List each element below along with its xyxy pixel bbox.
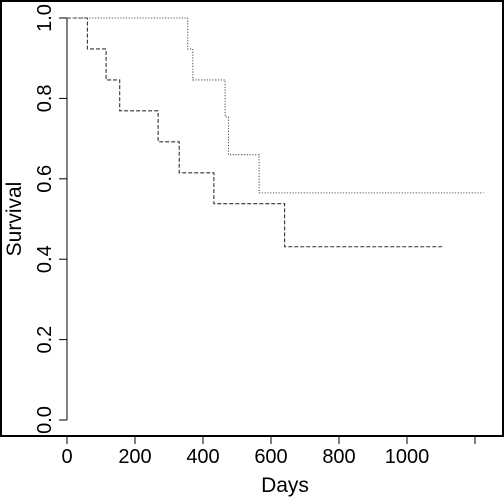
y-tick-label: 0.0 xyxy=(34,406,56,434)
x-tick-label: 600 xyxy=(254,446,287,468)
y-tick-label: 0.6 xyxy=(34,165,56,193)
plot-frame xyxy=(0,0,504,437)
x-tick-label: 0 xyxy=(61,446,72,468)
x-tick-label: 800 xyxy=(322,446,355,468)
y-tick-label: 0.2 xyxy=(34,326,56,354)
x-axis: 0 200 400 600 800 1000 xyxy=(61,435,476,468)
survival-curve-1 xyxy=(67,17,445,248)
y-axis: 0.0 0.2 0.4 0.6 0.8 1.0 xyxy=(34,4,68,434)
x-tick-label: 1000 xyxy=(385,446,430,468)
x-tick-label: 200 xyxy=(118,446,151,468)
y-axis-label: Survival xyxy=(3,182,26,257)
y-tick-label: 0.4 xyxy=(34,245,56,273)
survival-curve-2 xyxy=(67,17,484,194)
series-layer xyxy=(67,17,484,248)
x-tick-label: 400 xyxy=(186,446,219,468)
y-tick-label: 1.0 xyxy=(34,4,56,32)
y-tick-label: 0.8 xyxy=(34,84,56,112)
x-axis-label: Days xyxy=(261,474,309,497)
